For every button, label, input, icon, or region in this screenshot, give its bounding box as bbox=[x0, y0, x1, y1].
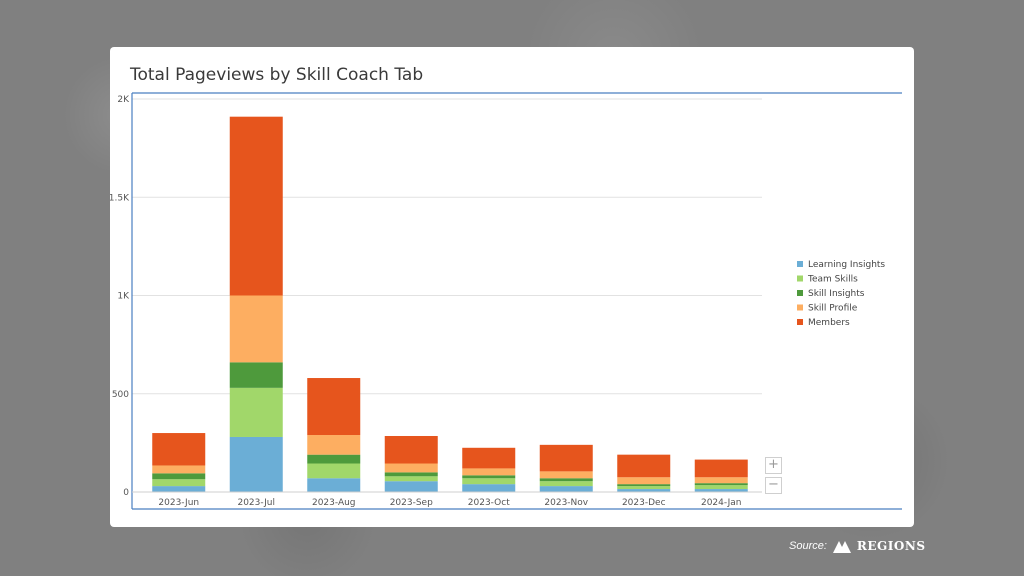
bar-segment bbox=[694, 483, 748, 486]
x-tick-label: 2023-Dec bbox=[622, 498, 666, 508]
legend-swatch bbox=[797, 261, 803, 267]
legend-entry: Learning Insights bbox=[808, 260, 885, 270]
bar-segment bbox=[462, 484, 516, 492]
bar-segment bbox=[462, 478, 516, 485]
bar-segment bbox=[617, 454, 671, 478]
zoom-out-button[interactable]: − bbox=[765, 477, 782, 494]
stacked-bar-chart: 0 500 1K 1.5K 2K 2023-Jun 2023-Jul 2023-Aug 2023… bbox=[110, 92, 902, 510]
bar-segment bbox=[152, 465, 206, 474]
y-tick-label: 1.5K bbox=[110, 193, 130, 203]
bar-segment bbox=[307, 435, 361, 455]
bar-segment bbox=[384, 463, 438, 473]
bar-segment bbox=[384, 435, 438, 464]
chart-title: Total Pageviews by Skill Coach Tab bbox=[130, 65, 424, 85]
bar-segment bbox=[229, 116, 283, 296]
bar-segment bbox=[694, 485, 748, 490]
legend-swatch bbox=[797, 290, 803, 296]
bar-segment bbox=[229, 387, 283, 437]
bar-segment bbox=[539, 444, 593, 472]
legend-swatch bbox=[797, 319, 803, 325]
legend-swatch bbox=[797, 304, 803, 311]
bar-segment bbox=[617, 489, 671, 492]
bar-segment bbox=[539, 478, 593, 482]
y-tick-label: 2K bbox=[117, 95, 130, 105]
bar-segment bbox=[617, 484, 671, 487]
x-tick-label: 2023-Jun bbox=[158, 498, 199, 508]
bar-segment bbox=[462, 468, 516, 476]
bar-segment bbox=[307, 454, 361, 464]
chart-card: Total Pageviews by Skill Coach Tab 0 500 1… bbox=[110, 47, 914, 527]
bar-segment bbox=[152, 479, 206, 487]
source-credit: Source: REGIONS bbox=[789, 539, 926, 553]
legend-swatch bbox=[797, 275, 803, 282]
bar-segment bbox=[694, 489, 748, 492]
bar-segment bbox=[152, 433, 206, 466]
bar-segment bbox=[384, 481, 438, 492]
x-tick-label: 2023-Nov bbox=[544, 498, 588, 508]
bar-segment bbox=[617, 477, 671, 485]
bar-segment bbox=[307, 478, 361, 492]
bar-segment bbox=[384, 476, 438, 482]
y-tick-label: 500 bbox=[112, 390, 129, 400]
legend-entry: Team Skills bbox=[807, 275, 858, 285]
x-tick-label: 2023-Oct bbox=[468, 498, 510, 508]
bar-segment bbox=[539, 486, 593, 492]
brand-name: REGIONS bbox=[856, 539, 926, 553]
bar-segment bbox=[384, 472, 438, 477]
bar-segment bbox=[462, 475, 516, 479]
zoom-in-button[interactable]: + bbox=[765, 457, 782, 474]
bar-segment bbox=[229, 436, 283, 492]
x-tick-label: 2023-Jul bbox=[237, 498, 275, 508]
bar-segment bbox=[617, 486, 671, 490]
bar-segment bbox=[694, 477, 748, 484]
source-label: Source: bbox=[789, 540, 827, 552]
bar-segment bbox=[152, 486, 206, 492]
x-tick-label: 2023-Sep bbox=[390, 498, 433, 508]
legend-entry: Members bbox=[808, 318, 850, 328]
bar-segment bbox=[152, 473, 206, 480]
bar-segment bbox=[462, 447, 516, 469]
bar-segment bbox=[307, 463, 361, 479]
bar-segment bbox=[694, 459, 748, 478]
bar-segment bbox=[307, 378, 361, 436]
bar-segment bbox=[539, 481, 593, 487]
bar-segment bbox=[539, 471, 593, 479]
x-tick-label: 2023-Aug bbox=[312, 498, 356, 508]
regions-logo-icon bbox=[832, 541, 851, 553]
bar-segment bbox=[229, 295, 283, 363]
legend-entry: Skill Insights bbox=[808, 289, 865, 299]
y-tick-label: 0 bbox=[123, 488, 129, 498]
legend-entry: Skill Profile bbox=[808, 304, 858, 314]
bar-segment bbox=[229, 362, 283, 388]
x-tick-label: 2024-Jan bbox=[701, 498, 742, 508]
y-tick-label: 1K bbox=[117, 292, 130, 302]
